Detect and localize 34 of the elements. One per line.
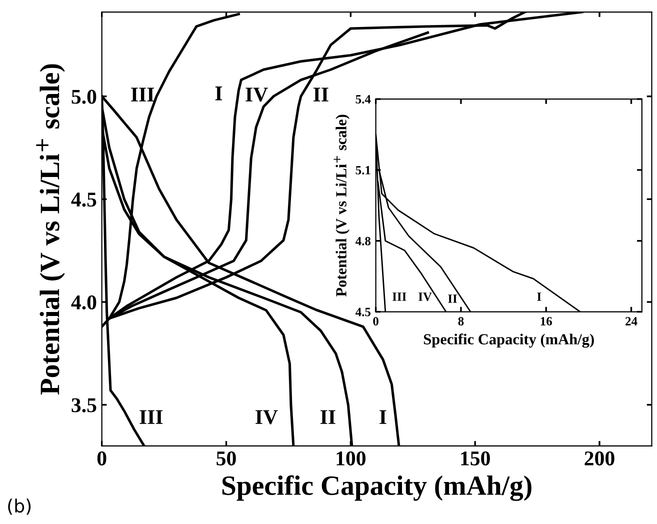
- y-tick-label: 4.5: [355, 308, 370, 316]
- x-tick-label: 16: [540, 317, 552, 326]
- series-label: IV: [256, 410, 278, 424]
- y-tick-label: 3.5: [72, 398, 96, 412]
- x-tick-label: 0: [373, 317, 378, 326]
- y-tick-label: 4.8: [355, 236, 371, 246]
- x-axis-title: Specific Capacity (mAh/g): [424, 334, 594, 348]
- y-tick-label: 5.1: [356, 166, 370, 174]
- x-tick-label: 24: [626, 317, 638, 326]
- legend-label: II: [313, 88, 328, 102]
- series-label: III: [392, 292, 406, 301]
- series-label: IV: [246, 88, 268, 102]
- x-tick-label: 150: [461, 451, 490, 466]
- series-label: IV: [418, 292, 432, 301]
- x-axis-title: Specific Capacity (mAh/g): [222, 475, 532, 501]
- series-label: I: [215, 86, 222, 100]
- x-tick-label: 200: [584, 451, 614, 466]
- series-label: I: [380, 410, 386, 424]
- x-tick-label: 8: [458, 317, 464, 326]
- y-axis-title: Potential (V vs Li/Li$^{+}$ scale): [36, 64, 65, 395]
- y-tick-label: 4.5: [71, 192, 96, 207]
- y-axis-title: Potential (V vs Li/Li$^{+}$ scale): [334, 114, 350, 297]
- series-label: III: [131, 88, 154, 102]
- x-tick-label: 100: [336, 451, 366, 466]
- x-tick-label: 50: [216, 451, 236, 466]
- y-tick-label: 4.0: [71, 295, 96, 310]
- series-label: I: [537, 292, 542, 301]
- text: (b): [8, 498, 31, 515]
- x-tick-label: 0: [97, 451, 106, 466]
- y-tick-label: 5.4: [356, 95, 371, 104]
- y-tick-label: 5.0: [72, 90, 96, 104]
- series-label: III: [140, 410, 163, 424]
- series-label: II: [448, 294, 457, 303]
- series-label: II: [320, 410, 336, 424]
